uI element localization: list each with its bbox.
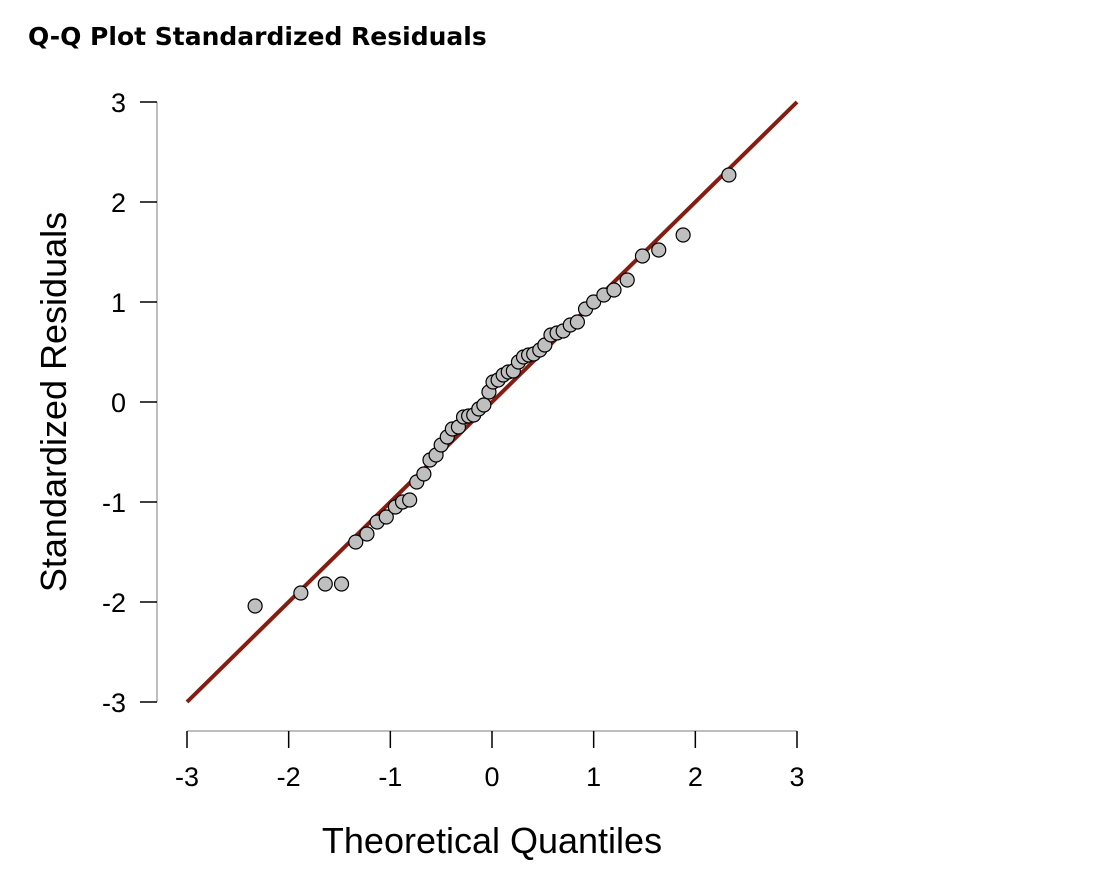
- y-tick-label: -3: [102, 688, 126, 718]
- x-tick-label: 2: [688, 762, 703, 792]
- y-axis: -3 -2 -1 0 1 2 3: [102, 88, 158, 718]
- x-tick-label: 0: [484, 762, 499, 792]
- x-tick-label: -3: [175, 762, 199, 792]
- data-point: [402, 492, 418, 508]
- data-point: [247, 598, 263, 614]
- y-tick-label: 2: [111, 188, 126, 218]
- data-point: [569, 314, 586, 330]
- data-point: [721, 167, 737, 183]
- data-point: [476, 397, 492, 413]
- data-point: [634, 248, 651, 264]
- data-point: [675, 227, 691, 243]
- x-tick-label: -1: [378, 762, 402, 792]
- points-layer: [247, 167, 737, 614]
- y-tick-label: 0: [111, 388, 126, 418]
- data-point: [651, 242, 667, 258]
- reference-line-layer: [185, 100, 799, 704]
- reference-line: [185, 100, 799, 704]
- data-point: [416, 466, 432, 482]
- x-axis: -3 -2 -1 0 1 2 3: [175, 730, 805, 792]
- data-point: [359, 526, 375, 542]
- y-tick-label: 1: [111, 288, 126, 318]
- data-point: [348, 534, 364, 550]
- data-point: [378, 509, 394, 525]
- data-point: [606, 282, 622, 298]
- y-axis-title: Standardized Residuals: [33, 212, 74, 592]
- data-point: [333, 576, 350, 592]
- y-tick-label: 3: [111, 88, 126, 118]
- x-tick-label: 1: [586, 762, 601, 792]
- x-tick-label: 3: [789, 762, 804, 792]
- data-point: [293, 585, 309, 601]
- y-tick-label: -1: [102, 488, 126, 518]
- x-tick-label: -2: [277, 762, 301, 792]
- y-tick-label: -2: [102, 588, 126, 618]
- x-axis-title: Theoretical Quantiles: [322, 820, 662, 861]
- chart-title: Q-Q Plot Standardized Residuals: [28, 22, 487, 51]
- data-point: [619, 272, 635, 288]
- data-point: [317, 576, 333, 592]
